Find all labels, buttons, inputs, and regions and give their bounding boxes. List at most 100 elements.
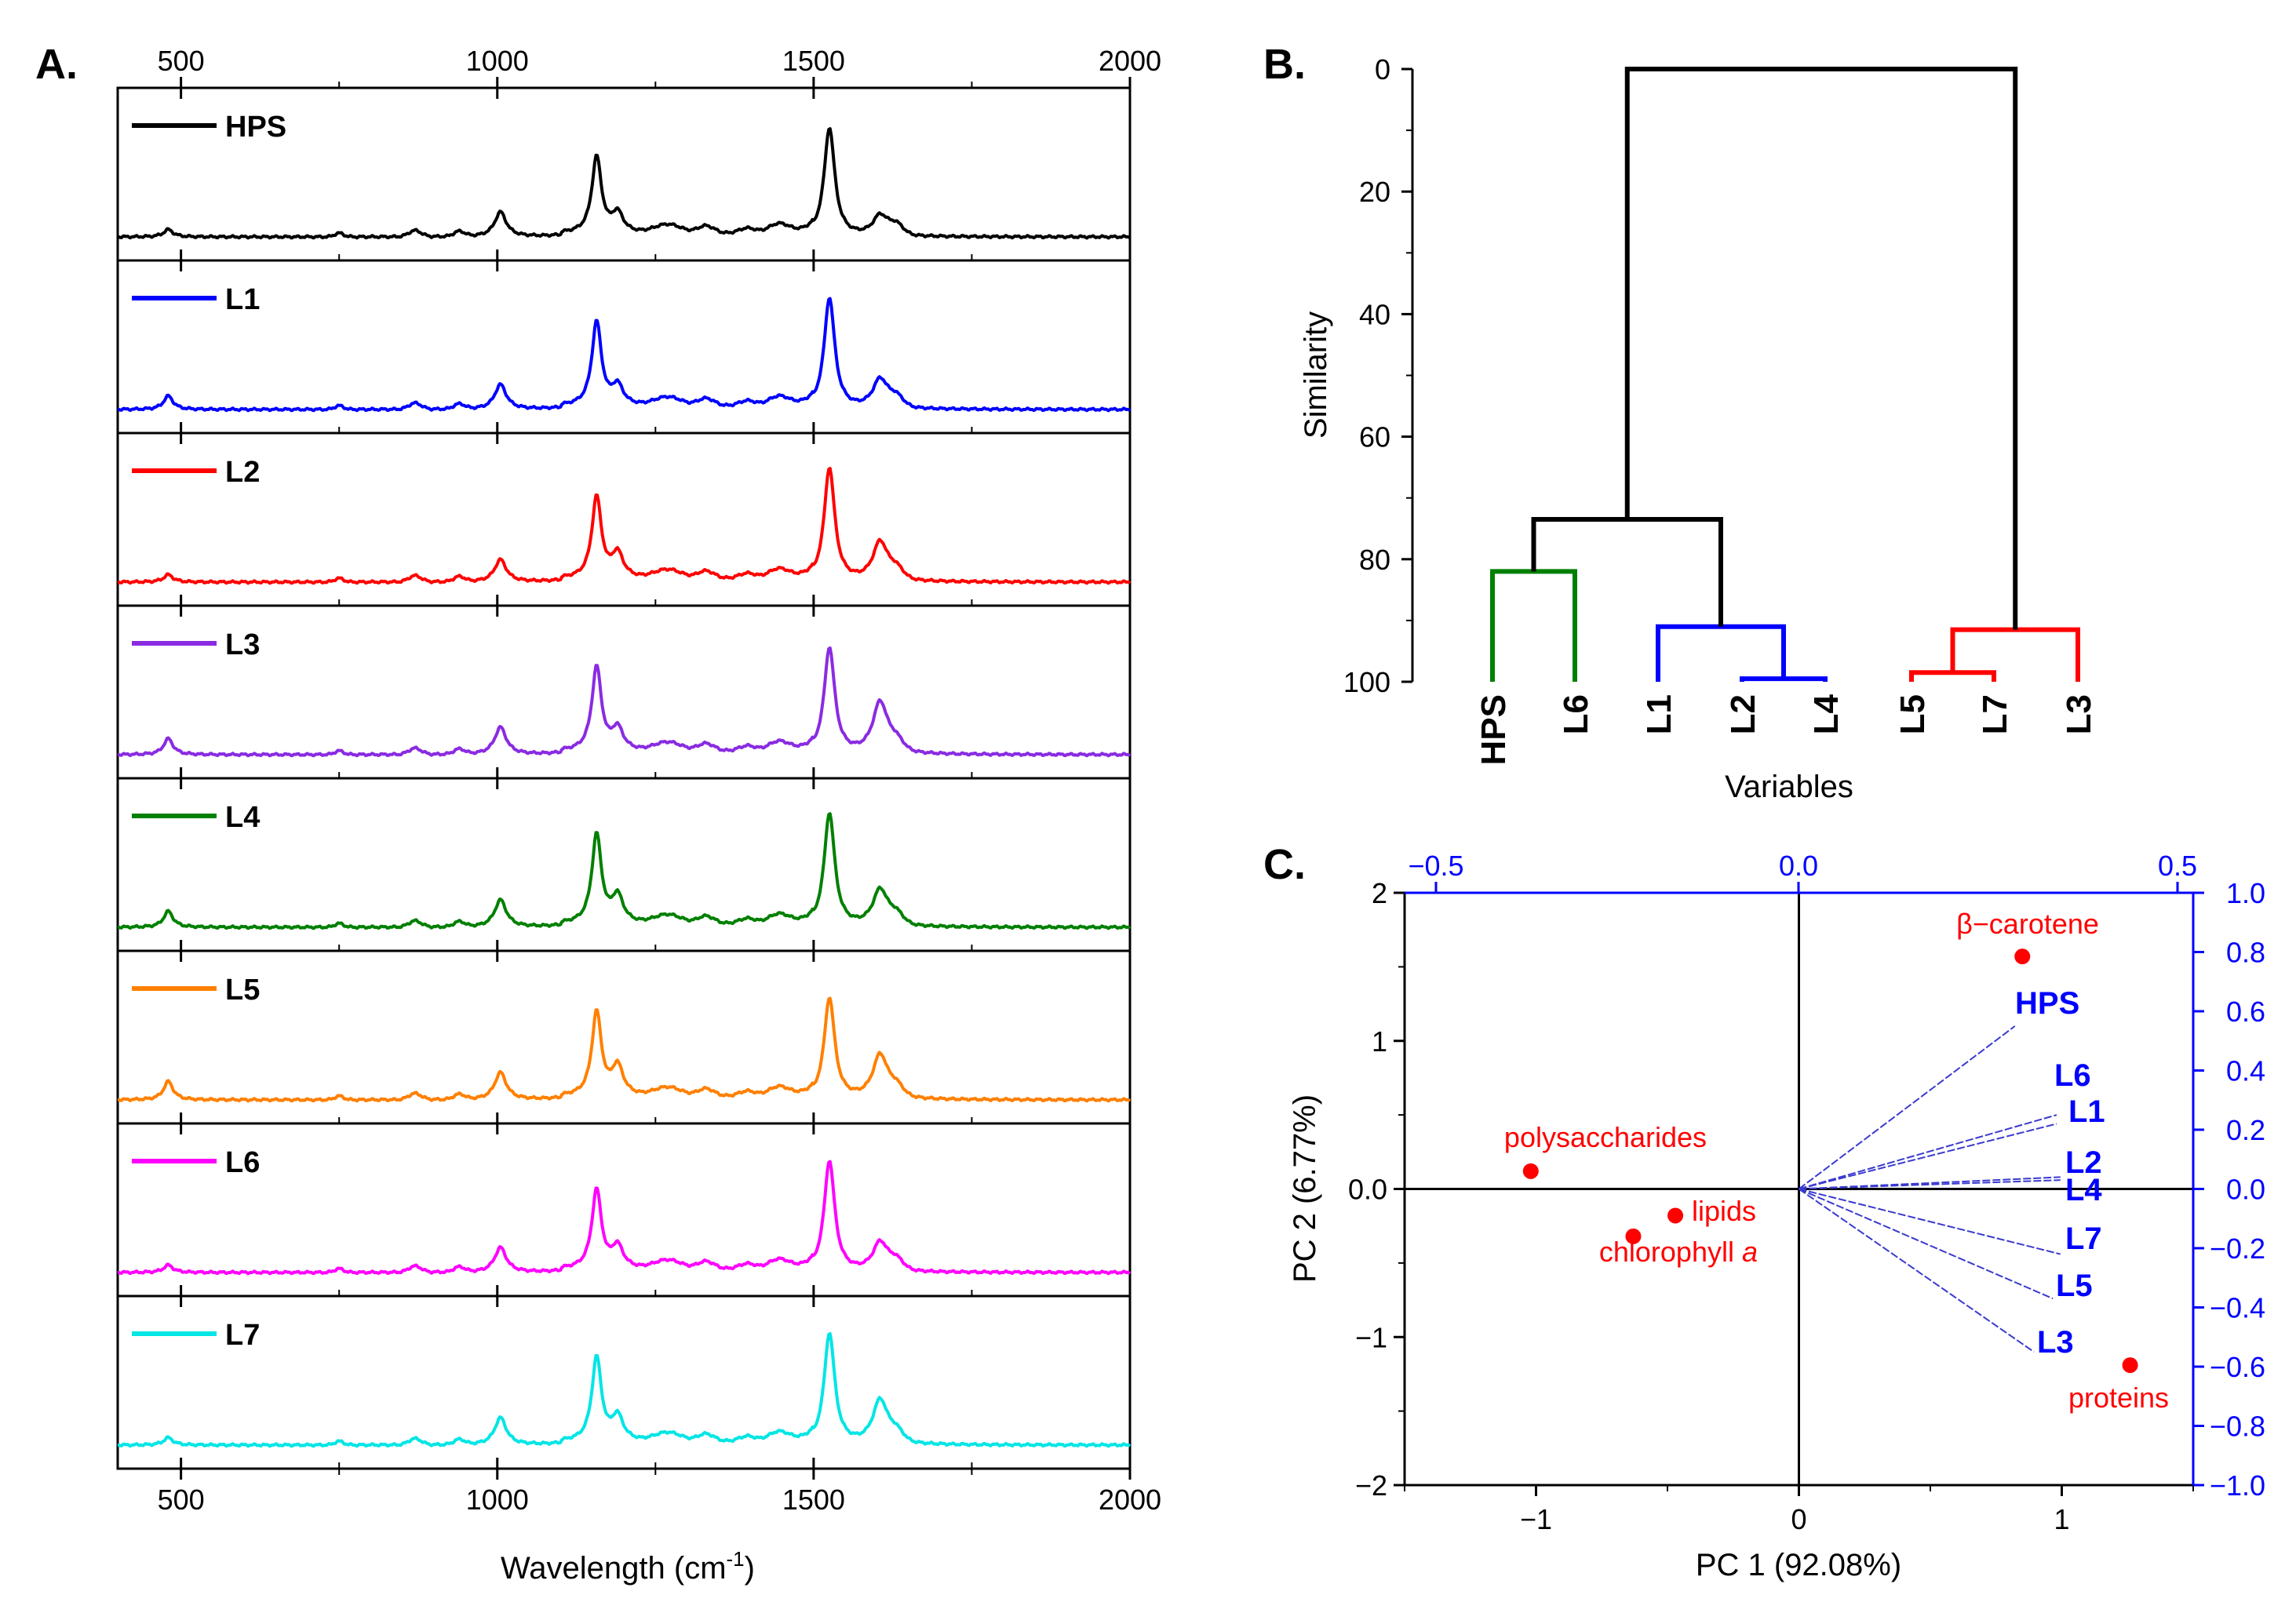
- leaf-label-hps: HPS: [1474, 694, 1513, 765]
- loading-vector-hps: [1798, 1025, 2016, 1190]
- panel-a-top-ticks: 500 1000 1500 2000: [158, 45, 1161, 88]
- y-tick-label: −2: [1355, 1469, 1387, 1502]
- dendrogram-branch: [1656, 624, 1786, 682]
- score-point: [1522, 1163, 1539, 1179]
- spectrum-row: L4: [117, 777, 1132, 951]
- legend-label-l7: L7: [225, 1319, 260, 1352]
- panel-b-x-axis-title: Variables: [1725, 770, 1853, 804]
- loading-label-l4: L4: [2065, 1173, 2102, 1207]
- pca-scores: β−carotene polysaccharides lipids chlorophy…: [1504, 908, 2169, 1414]
- panel-c-axes: −1 0 1 2 1 0.0 −1 −2 −0.5 0.0 0.5 1.0 0.8 0.6 0.4 0.2 0.…: [1348, 850, 2265, 1535]
- bottom-tick-label: 2000: [1099, 1484, 1161, 1516]
- y-tick-label: −1: [1355, 1321, 1387, 1353]
- x-tick-label: −1: [1520, 1503, 1552, 1535]
- spectrum-row: L1: [117, 259, 1132, 433]
- score-point: [2014, 949, 2031, 965]
- y-tick-label: 40: [1359, 298, 1390, 330]
- leaf-label-l7: L7: [1976, 694, 2014, 734]
- panel-a: A. 500 1000 1500 2000 HPS L1 L2 L3 L4 L5 L6 L7 500…: [35, 41, 1161, 1586]
- spectrum-row: L5: [117, 949, 1132, 1123]
- panel-b-y-axis-title: Similarity: [1299, 311, 1333, 439]
- legend-label-l4: L4: [225, 801, 260, 834]
- panel-a-spectra: HPS L1 L2 L3 L4 L5 L6 L7: [116, 86, 1132, 1470]
- right-loading-tick-label: −0.8: [2210, 1411, 2265, 1443]
- top-loading-tick-label: 0.5: [2158, 850, 2197, 882]
- spectrum-line-l6: [117, 1160, 1132, 1276]
- y-tick-label: 0.0: [1348, 1174, 1387, 1206]
- spectrum-line-hps: [117, 127, 1132, 240]
- spectrum-row: HPS: [117, 88, 1132, 260]
- loading-vector-l7: [1799, 1188, 2061, 1255]
- right-loading-tick-label: 0.6: [2226, 996, 2265, 1028]
- right-loading-tick-label: −0.6: [2210, 1351, 2265, 1383]
- loading-label-l7: L7: [2065, 1222, 2102, 1256]
- dendrogram-leaf-labels: HPS L6 L1 L2 L4 L5 L7 L3: [1474, 694, 2098, 765]
- x-tick-label: 0: [1791, 1503, 1806, 1535]
- top-loading-tick-label: −0.5: [1408, 850, 1463, 882]
- panel-c: C. −1 0 1 2 1 0.0 −1 −2 −0.5 0.0 0.5 1.0 0.8 0.6 0.4 0.…: [1263, 841, 2265, 1582]
- legend-label-hps: HPS: [225, 111, 286, 144]
- score-point: [1625, 1228, 1642, 1244]
- panel-a-bottom-ticks: 500 1000 1500 2000: [158, 1469, 1161, 1516]
- loading-label-l1: L1: [2068, 1094, 2105, 1129]
- panel-b: B. 0 20 40 60 80 100 Similarity HPS L6 L1 L2 L4 L5…: [1263, 41, 2098, 804]
- panel-b-y-ticks: 0 20 40 60 80 100: [1343, 53, 1412, 698]
- leaf-label-l2: L2: [1724, 694, 1762, 734]
- leaf-label-l4: L4: [1807, 694, 1846, 734]
- spectrum-row: L3: [117, 604, 1132, 778]
- y-tick-label: 80: [1359, 544, 1390, 576]
- right-loading-tick-label: 0.0: [2226, 1174, 2265, 1206]
- dendrogram-branch: [1909, 670, 1996, 682]
- loading-vector-l5: [1799, 1188, 2054, 1300]
- loading-label-l5: L5: [2056, 1269, 2093, 1303]
- y-tick-label: 100: [1343, 666, 1390, 698]
- spectrum-row: L2: [117, 431, 1132, 606]
- panel-a-x-axis-title: Wavelength (cm-1): [501, 1547, 755, 1586]
- y-tick-label: 2: [1372, 877, 1387, 909]
- y-tick-label: 20: [1359, 176, 1390, 208]
- dendrogram-branch: [1740, 676, 1828, 682]
- panel-c-y-axis-title: PC 2 (6.77%): [1288, 1094, 1322, 1283]
- top-tick-label: 1500: [782, 45, 845, 77]
- right-loading-tick-label: 0.8: [2226, 937, 2265, 969]
- right-loading-tick-label: 1.0: [2226, 877, 2265, 909]
- panel-b-label: B.: [1263, 41, 1306, 88]
- loading-label-hps: HPS: [2015, 986, 2079, 1021]
- bottom-tick-label: 500: [158, 1484, 205, 1516]
- loading-vector-l3: [1798, 1188, 2035, 1353]
- dendrogram-branch: [1490, 569, 1577, 682]
- panel-c-label: C.: [1263, 841, 1306, 888]
- spectrum-line-l5: [117, 996, 1132, 1103]
- leaf-label-l1: L1: [1640, 694, 1678, 734]
- spectrum-line-l4: [117, 812, 1132, 930]
- score-label: proteins: [2068, 1382, 2169, 1414]
- right-loading-tick-label: 0.4: [2226, 1055, 2265, 1087]
- panel-a-label: A.: [35, 41, 78, 88]
- loading-label-l2: L2: [2065, 1145, 2102, 1180]
- leaf-label-l5: L5: [1893, 694, 1932, 734]
- right-loading-tick-label: −0.4: [2210, 1292, 2265, 1324]
- legend-label-l1: L1: [225, 283, 260, 316]
- top-loading-tick-label: 0.0: [1779, 850, 1818, 882]
- x-tick-label: 1: [2054, 1503, 2069, 1535]
- dendrogram-branch: [1624, 67, 2018, 630]
- legend-label-l2: L2: [225, 456, 260, 489]
- score-point: [2122, 1357, 2138, 1374]
- y-tick-label: 60: [1359, 421, 1390, 453]
- y-tick-label: 1: [1372, 1025, 1387, 1058]
- right-loading-tick-label: −0.2: [2210, 1233, 2265, 1265]
- spectrum-line-l3: [117, 646, 1132, 758]
- spectrum-row: L6: [117, 1122, 1132, 1296]
- spectrum-row: L7: [117, 1294, 1132, 1469]
- bottom-tick-label: 1000: [466, 1484, 529, 1516]
- legend-label-l5: L5: [225, 974, 260, 1007]
- legend-label-l3: L3: [225, 628, 260, 661]
- score-label: β−carotene: [1956, 908, 2099, 940]
- loading-vector-l1: [1799, 1123, 2057, 1190]
- panel-c-x-axis-title: PC 1 (92.08%): [1696, 1548, 1901, 1582]
- spectrum-line-l7: [117, 1332, 1132, 1448]
- leaf-label-l3: L3: [2060, 694, 2098, 734]
- right-loading-tick-label: 0.2: [2226, 1114, 2265, 1146]
